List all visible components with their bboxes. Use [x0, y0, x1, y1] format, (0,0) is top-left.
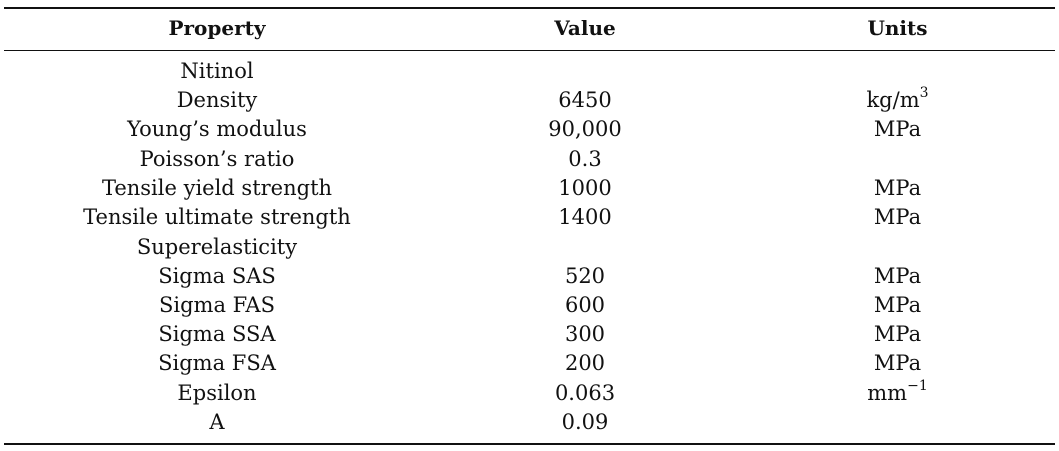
value-cell: 1000 [558, 176, 612, 200]
table-row: Tensile yield strength 1000 MPa [4, 174, 1055, 203]
value-cell: 0.09 [561, 410, 609, 434]
value-cell: 0.3 [568, 147, 602, 171]
material-properties-table: Property Value Units Nitinol Density 645… [4, 0, 1055, 451]
table-row: Density 6450 kg/m3 [4, 86, 1055, 115]
unit-cell: MPa [740, 349, 1055, 378]
property-cell: Tensile ultimate strength [83, 205, 351, 229]
value-cell: 90,000 [548, 117, 622, 141]
header-property: Property [168, 16, 266, 40]
unit-base: MPa [873, 264, 922, 288]
unit-base: MPa [873, 293, 922, 317]
unit-base: MPa [873, 176, 922, 200]
table-row: Sigma FSA 200 MPa [4, 349, 1055, 378]
property-cell: Poisson’s ratio [139, 147, 295, 171]
property-cell: Superelasticity [136, 235, 298, 259]
property-cell: Epsilon [177, 381, 257, 405]
unit-base: MPa [873, 117, 922, 141]
property-cell: Tensile yield strength [101, 176, 333, 200]
value-cell: 520 [564, 264, 606, 288]
property-cell: Density [176, 88, 258, 112]
unit-base: MPa [873, 322, 922, 346]
table-row: Sigma FAS 600 MPa [4, 291, 1055, 320]
property-cell: Sigma FSA [158, 351, 276, 375]
unit-cell: MPa [740, 174, 1055, 203]
property-cell: Sigma FAS [159, 293, 275, 317]
value-cell: 600 [564, 293, 606, 317]
property-cell: Sigma SSA [158, 322, 276, 346]
top-rule [4, 7, 1055, 9]
property-cell: Nitinol [180, 59, 254, 83]
unit-cell: kg/m3 [740, 86, 1055, 115]
unit-superscript: 3 [919, 85, 929, 101]
property-cell: Sigma SAS [158, 264, 276, 288]
value-cell: 1400 [558, 205, 612, 229]
table-row: Poisson’s ratio 0.3 [4, 145, 1055, 174]
property-cell: A [209, 410, 225, 434]
table-row: Epsilon 0.063 mm−1 [4, 379, 1055, 408]
header-units: Units [867, 16, 928, 40]
table-row: A 0.09 [4, 408, 1055, 437]
unit-cell: MPa [740, 320, 1055, 349]
table-row: Sigma SAS 520 MPa [4, 262, 1055, 291]
unit-base: mm [867, 381, 908, 405]
unit-cell: mm−1 [740, 379, 1055, 408]
table-row: Tensile ultimate strength 1400 MPa [4, 203, 1055, 232]
unit-base: kg/m [866, 88, 920, 112]
value-cell: 200 [564, 351, 606, 375]
value-cell: 300 [564, 322, 606, 346]
table-header-row: Property Value Units [4, 14, 1055, 43]
table-row: Nitinol [4, 57, 1055, 86]
unit-base: MPa [873, 205, 922, 229]
value-cell: 6450 [558, 88, 612, 112]
unit-cell: MPa [740, 262, 1055, 291]
property-cell: Young’s modulus [127, 117, 307, 141]
table-row: Superelasticity [4, 233, 1055, 262]
value-cell: 0.063 [554, 381, 616, 405]
unit-cell: MPa [740, 115, 1055, 144]
table-row: Young’s modulus 90,000 MPa [4, 115, 1055, 144]
unit-superscript: −1 [907, 378, 928, 394]
header-value: Value [554, 16, 616, 40]
header-rule [4, 50, 1055, 51]
unit-cell: MPa [740, 203, 1055, 232]
unit-cell: MPa [740, 291, 1055, 320]
bottom-rule [4, 443, 1055, 445]
unit-base: MPa [873, 351, 922, 375]
table-row: Sigma SSA 300 MPa [4, 320, 1055, 349]
